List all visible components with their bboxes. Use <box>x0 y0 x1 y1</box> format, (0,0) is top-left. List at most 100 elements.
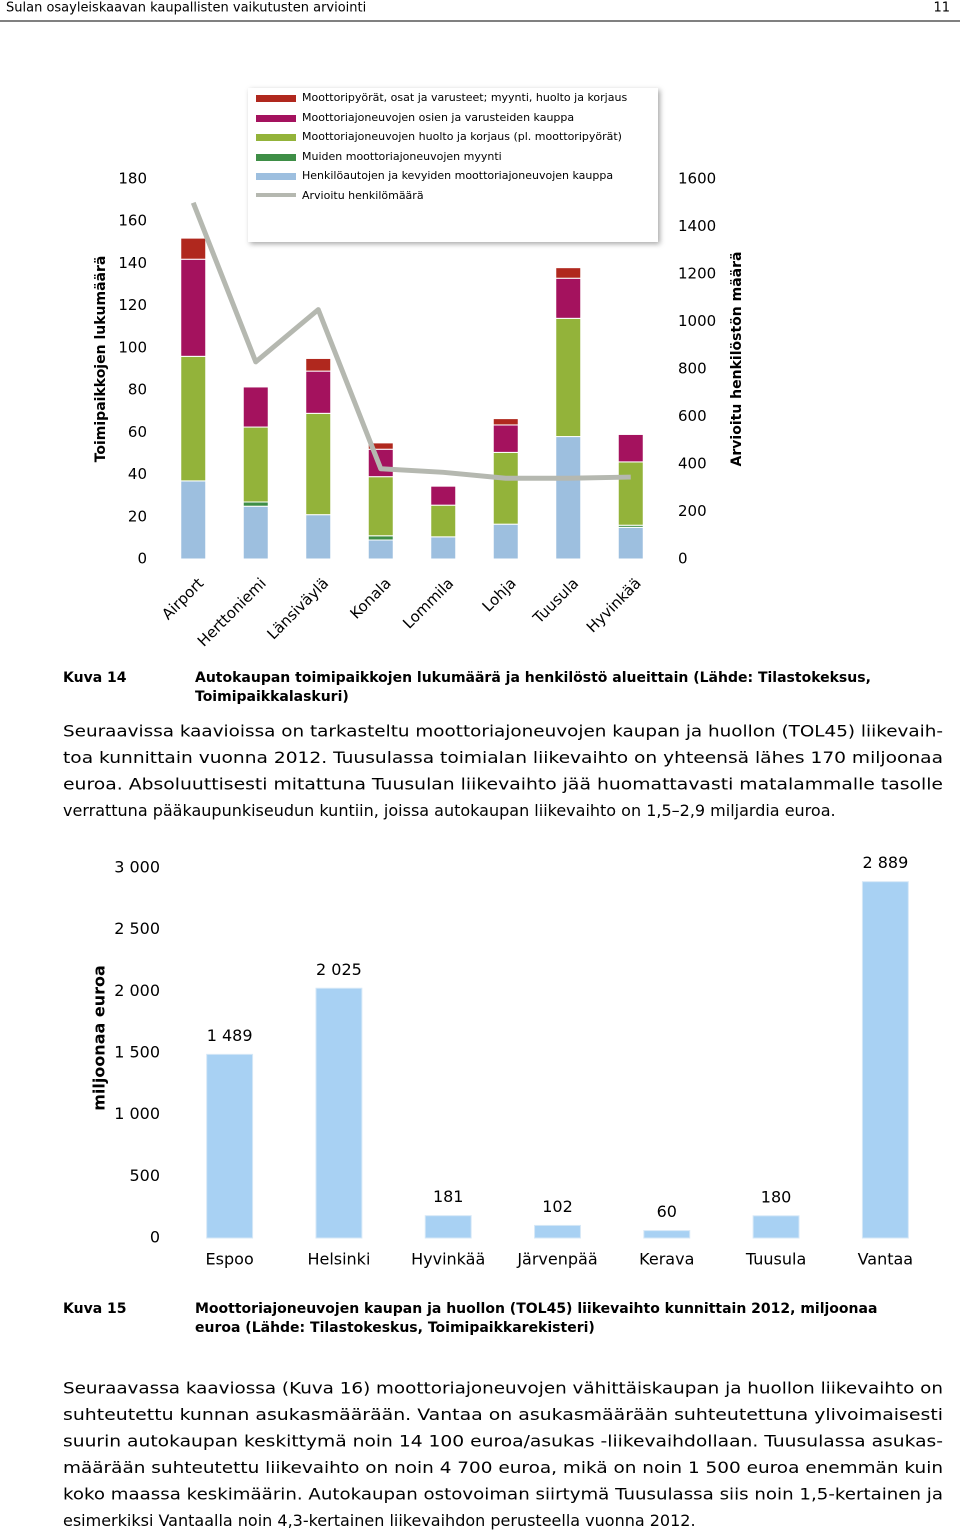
value-label: 181 <box>433 1187 464 1206</box>
bar-segment <box>492 523 519 560</box>
y2-tick-label: 200 <box>678 502 707 520</box>
caption-text: euroa (Lähde: Tilastokeskus, Toimipaikka… <box>195 1320 595 1336</box>
y-tick-label: 20 <box>128 507 147 525</box>
paragraph-line: verrattuna pääkaupunkiseudun kuntiin, jo… <box>63 801 836 820</box>
y-tick-label: 40 <box>128 465 147 483</box>
bar-segment <box>367 539 394 560</box>
caption-text: Toimipaikkalaskuri) <box>195 689 349 705</box>
bar-segment <box>180 480 207 560</box>
legend-swatch <box>256 173 296 180</box>
bar <box>315 987 363 1239</box>
legend-swatch <box>256 114 296 122</box>
x-tick-label: Lohja <box>479 574 520 615</box>
value-label: 2 025 <box>316 960 362 979</box>
caption-label: Kuva 14 <box>63 670 127 686</box>
y-tick-label: 3 000 <box>114 858 160 877</box>
bar-segment <box>242 426 269 503</box>
legend-swatch <box>256 95 296 102</box>
legend-item: Moottoripyörät, osat ja varusteet; myynt… <box>256 91 652 105</box>
legend-label: Moottoripyörät, osat ja varusteet; myynt… <box>302 91 628 104</box>
bar-segment <box>180 355 207 482</box>
x-tick-label: Tuusula <box>529 574 582 627</box>
page-number: 11 <box>933 1 950 16</box>
legend-item: Muiden moottoriajoneuvojen myynti <box>256 149 652 164</box>
bar <box>534 1224 581 1239</box>
bar <box>206 1053 254 1239</box>
value-label: 1 489 <box>207 1026 253 1045</box>
legend-swatch <box>256 192 296 197</box>
bar-segment <box>492 418 519 426</box>
legend-item: Moottoriajoneuvojen osien ja varusteiden… <box>256 110 652 125</box>
legend-label: Moottoriajoneuvojen huolto ja korjaus (p… <box>302 130 622 143</box>
bar-segment <box>430 485 457 506</box>
bar-segment <box>180 237 207 260</box>
x-tick-label: Espoo <box>206 1250 254 1269</box>
y-tick-label: 160 <box>118 212 147 230</box>
bar <box>752 1215 800 1239</box>
y-tick-label: 180 <box>118 170 147 188</box>
line <box>190 201 631 481</box>
paragraph-line: euroa. Absoluuttisesti mitattuna Tuusula… <box>63 775 943 794</box>
y2-tick-label: 600 <box>678 407 707 425</box>
bar-segment <box>555 267 582 279</box>
bar <box>861 881 909 1239</box>
bar-segment <box>305 370 332 414</box>
bar-segment <box>430 536 457 560</box>
legend-item: Moottoriajoneuvojen huolto ja korjaus (p… <box>256 130 652 144</box>
y-tick-label: 100 <box>118 338 147 356</box>
paragraph-line: toa kunnittain vuonna 2012. Tuusulassa t… <box>63 748 943 767</box>
bar-segment <box>305 357 332 372</box>
bar-segment <box>492 451 519 525</box>
y-tick-label: 1 000 <box>114 1104 160 1123</box>
legend-label: Muiden moottoriajoneuvojen myynti <box>302 149 502 163</box>
paragraph-line: Seuraavassa kaaviossa (Kuva 16) moottori… <box>63 1379 943 1398</box>
y-tick-label: 0 <box>150 1228 160 1247</box>
x-tick-label: Helsinki <box>307 1250 370 1269</box>
bar-segment <box>242 386 269 428</box>
bar-segment <box>555 317 582 438</box>
y2-tick-label: 800 <box>678 360 707 378</box>
y-tick-label: 120 <box>118 296 147 314</box>
header-title: Sulan osayleiskaavan kaupallisten vaikut… <box>6 1 366 16</box>
y-tick-label: 60 <box>128 423 147 441</box>
legend-label: Henkilöautojen ja kevyiden moottoriajone… <box>302 169 614 182</box>
x-tick-label: Konala <box>346 574 394 622</box>
y-tick-label: 1 500 <box>114 1043 160 1062</box>
y2-tick-label: 1600 <box>678 170 716 188</box>
y-tick-label: 500 <box>129 1166 160 1185</box>
x-tick-label: Kerava <box>639 1250 694 1269</box>
bar <box>424 1215 472 1239</box>
bar-segment <box>242 501 269 507</box>
bar-segment <box>367 442 394 450</box>
bar-segment <box>367 535 394 541</box>
bar-segment <box>305 412 332 516</box>
y2-tick-label: 0 <box>678 550 688 568</box>
bar-segment <box>555 277 582 319</box>
legend-swatch <box>256 134 296 141</box>
legend-item: Arvioitu henkilömäärä <box>256 188 652 203</box>
bar <box>643 1230 691 1239</box>
bar-segment <box>492 424 519 453</box>
x-tick-label: Hyvinkää <box>583 574 645 636</box>
y-tick-label: 2 500 <box>114 919 160 938</box>
x-tick-label: Hyvinkää <box>411 1250 485 1269</box>
y2-axis-title: Arvioitu henkilöstön määrä <box>729 252 745 467</box>
x-tick-label: Lommila <box>399 574 457 632</box>
paragraph-line: suurin autokaupan keskittymä noin 14 100… <box>63 1432 943 1451</box>
paragraph-line: suhteutettu kunnan asukasmäärään. Vantaa… <box>63 1405 943 1424</box>
x-tick-label: Airport <box>158 574 207 623</box>
caption-text: Autokaupan toimipaikkojen lukumäärä ja h… <box>195 670 871 686</box>
x-tick-label: Järvenpää <box>516 1250 597 1269</box>
caption-text: Moottoriajoneuvojen kaupan ja huollon (T… <box>195 1301 877 1317</box>
legend-swatch <box>256 153 296 161</box>
paragraph-line: Seuraavissa kaavioissa on tarkasteltu mo… <box>63 722 943 741</box>
bar-segment <box>367 476 394 537</box>
legend-label: Moottoriajoneuvojen osien ja varusteiden… <box>302 110 575 124</box>
legend-label: Arvioitu henkilömäärä <box>302 188 424 202</box>
y2-tick-label: 400 <box>678 455 707 473</box>
bar-segment <box>242 505 269 560</box>
legend: Moottoripyörät, osat ja varusteet; myynt… <box>248 88 658 242</box>
bar-segment <box>555 436 582 560</box>
